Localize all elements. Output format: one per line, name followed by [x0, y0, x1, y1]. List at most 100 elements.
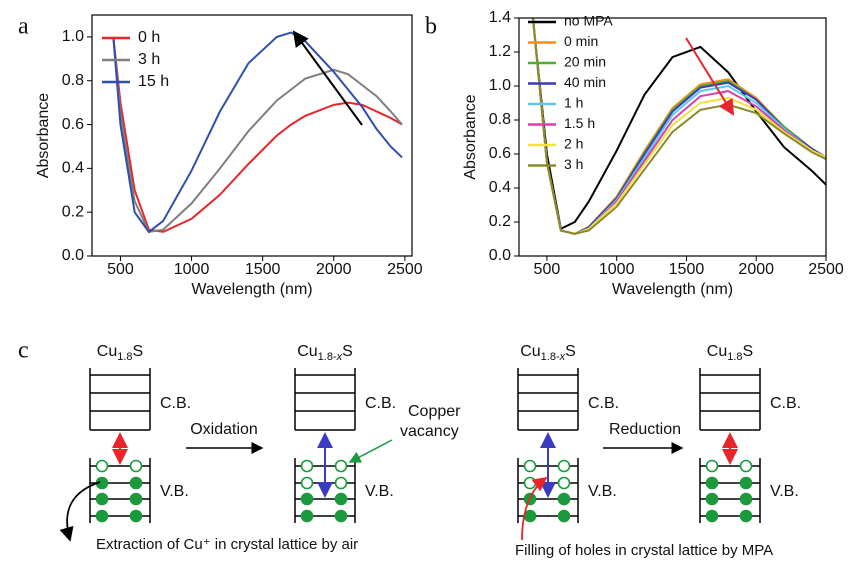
data-line	[112, 36, 403, 233]
x-tick-label: 500	[534, 261, 561, 278]
vb-label: V.B.	[770, 483, 799, 500]
hole	[523, 476, 537, 490]
y-tick-label: 1.4	[489, 9, 511, 26]
electron	[334, 509, 348, 523]
data-line	[531, 18, 826, 235]
legend-label: no MPA	[564, 13, 613, 29]
vb-label: V.B.	[160, 483, 189, 500]
x-tick-label: 2500	[387, 261, 423, 278]
electron	[739, 476, 753, 490]
x-tick-label: 2500	[808, 261, 844, 278]
panel-label: c	[18, 338, 29, 364]
x-tick-label: 1500	[245, 261, 281, 278]
hole	[739, 459, 753, 473]
legend-label: 1 h	[564, 95, 583, 111]
oxidation-label: Oxidation	[190, 421, 258, 438]
panel-label: b	[425, 14, 437, 40]
y-tick-label: 0.0	[489, 247, 511, 264]
trend-arrow	[292, 30, 363, 126]
x-tick-label: 500	[107, 261, 134, 278]
formula-sub-var: x	[559, 351, 566, 363]
y-tick-label: 0.6	[62, 116, 84, 133]
hole	[523, 459, 537, 473]
band-diagram: Cu1.8S C.B. V.B.	[89, 343, 191, 523]
band-diagram: Cu1.8-xS C.B. V.B.	[517, 343, 619, 523]
electron	[739, 509, 753, 523]
formula-base: Cu	[707, 343, 727, 360]
data-line	[531, 18, 826, 231]
caption-left: Extraction of Cu⁺ in crystal lattice by …	[96, 536, 358, 553]
formula-sub: 1.8	[117, 351, 132, 363]
hole	[129, 459, 143, 473]
electron	[739, 492, 753, 506]
y-tick-label: 1.0	[62, 28, 84, 45]
x-tick-label: 2000	[316, 261, 352, 278]
hole	[334, 459, 348, 473]
trend-arrow	[685, 37, 735, 116]
hole	[300, 459, 314, 473]
formula-base: Cu	[297, 343, 317, 360]
data-line	[112, 31, 403, 234]
hole	[557, 476, 571, 490]
vacancy-label: vacancy	[400, 423, 459, 440]
formula-end: S	[743, 343, 754, 360]
formula-end: S	[133, 343, 144, 360]
extraction-arrow	[59, 481, 101, 542]
cb-label: C.B.	[160, 395, 191, 412]
electron	[129, 509, 143, 523]
legend-label: 40 min	[564, 74, 606, 90]
x-tick-label: 1000	[599, 261, 635, 278]
vb-label: V.B.	[588, 483, 617, 500]
cb-label: C.B.	[588, 395, 619, 412]
legend-label: 0 h	[138, 29, 160, 46]
legend-label: 1.5 h	[564, 115, 595, 131]
x-tick-label: 1000	[174, 261, 210, 278]
electron	[557, 509, 571, 523]
electron	[557, 492, 571, 506]
formula: Cu1.8-xS	[520, 343, 576, 363]
hole	[705, 459, 719, 473]
electron	[129, 492, 143, 506]
electron	[129, 476, 143, 490]
x-tick-label: 1500	[669, 261, 705, 278]
filling-arrow	[521, 476, 548, 541]
hole	[557, 459, 571, 473]
panel-label: a	[18, 14, 29, 40]
hole	[95, 459, 109, 473]
vacancy-label: Copper	[408, 403, 461, 420]
y-tick-label: 0.0	[62, 247, 84, 264]
electron	[705, 476, 719, 490]
y-tick-label: 0.8	[62, 72, 84, 89]
x-axis-label: Wavelength (nm)	[191, 281, 312, 298]
x-axis-label: Wavelength (nm)	[612, 281, 733, 298]
hole	[300, 476, 314, 490]
y-axis-label: Absorbance	[35, 93, 52, 178]
electron	[95, 492, 109, 506]
y-axis-label: Absorbance	[462, 94, 479, 179]
y-tick-label: 0.4	[489, 179, 511, 196]
electron	[523, 509, 537, 523]
cb-label: C.B.	[365, 395, 396, 412]
y-tick-label: 1.0	[489, 77, 511, 94]
electron	[95, 509, 109, 523]
formula-end: S	[565, 343, 576, 360]
electron	[705, 492, 719, 506]
vb-label: V.B.	[365, 483, 394, 500]
chart: a 500 1000 1500 2000 2500 0.0 0.2 0.4 0.6 0.8 1.0 Wa…	[18, 14, 423, 299]
y-tick-label: 0.4	[62, 160, 84, 177]
plot-frame	[91, 14, 413, 257]
hole	[334, 476, 348, 490]
formula-sub: 1.8-	[318, 351, 337, 363]
caption-right: Filling of holes in crystal lattice by M…	[515, 542, 773, 559]
formula: Cu1.8S	[707, 343, 753, 363]
vacancy-pointer	[348, 439, 393, 463]
electron	[300, 509, 314, 523]
band-diagram: Cu1.8S C.B. V.B.	[699, 343, 801, 523]
y-tick-label: 0.6	[489, 145, 511, 162]
y-tick-label: 0.2	[62, 203, 84, 220]
data-line	[112, 36, 403, 234]
legend-label: 0 min	[564, 33, 598, 49]
x-tick-label: 2000	[738, 261, 774, 278]
formula-base: Cu	[97, 343, 117, 360]
